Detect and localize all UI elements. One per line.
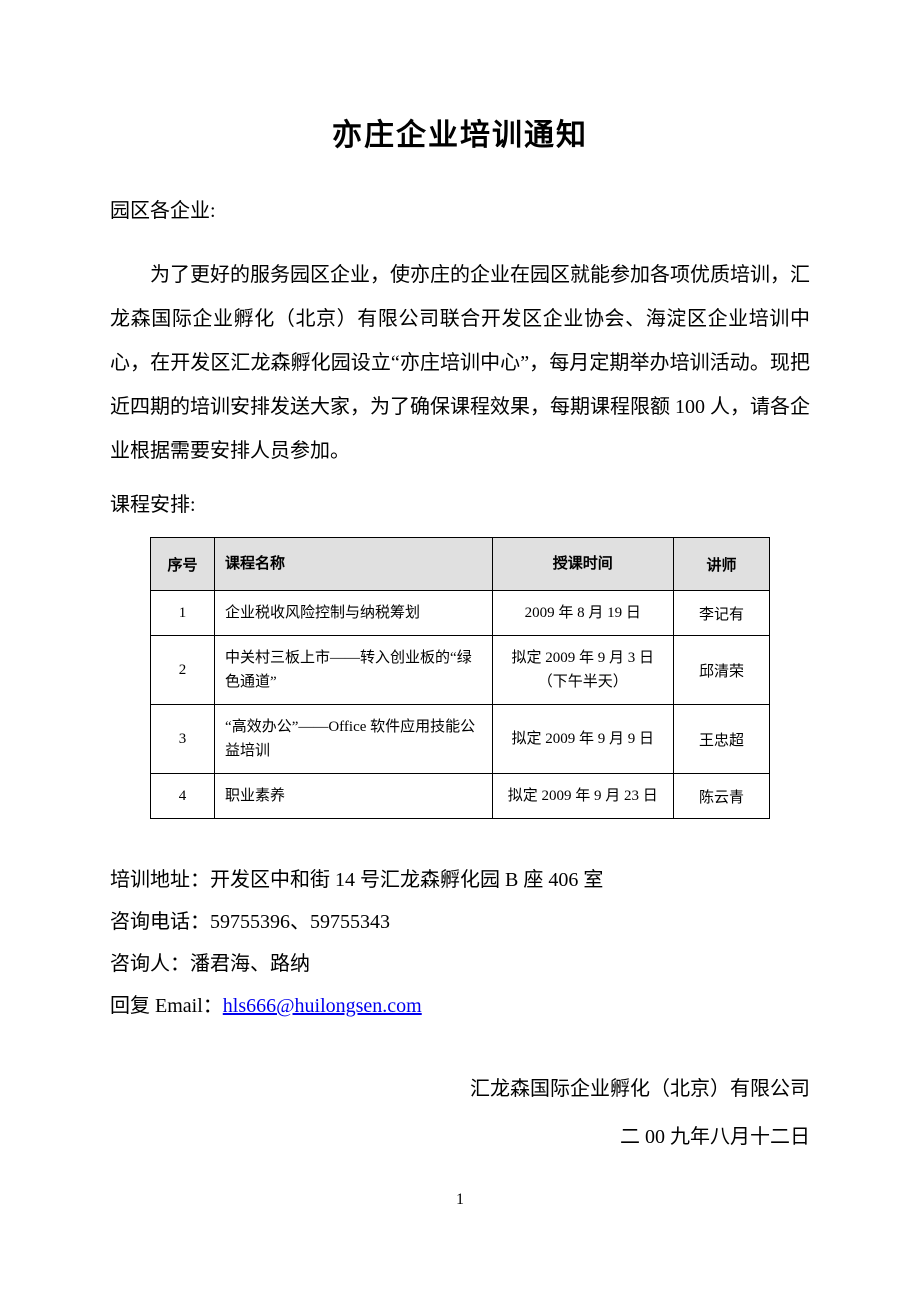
signature-date: 二 00 九年八月十二日 — [110, 1113, 810, 1161]
cell-idx: 3 — [151, 705, 215, 774]
contact-value: 潘君海、路纳 — [190, 953, 310, 975]
schedule-table: 序号 课程名称 授课时间 讲师 1 企业税收风险控制与纳税筹划 2009 年 8… — [150, 537, 770, 819]
page-number: 1 — [110, 1191, 810, 1209]
cell-name: 中关村三板上市——转入创业板的“绿色通道” — [215, 636, 492, 705]
th-teacher: 讲师 — [673, 538, 769, 591]
table-row: 1 企业税收风险控制与纳税筹划 2009 年 8 月 19 日 李记有 — [151, 591, 770, 636]
address-value: 开发区中和街 14 号汇龙森孵化园 B 座 406 室 — [210, 869, 603, 891]
email-label: 回复 Email： — [110, 995, 223, 1017]
cell-teacher: 陈云青 — [673, 774, 769, 819]
contact-label: 咨询人： — [110, 953, 190, 975]
cell-time: 拟定 2009 年 9 月 9 日 — [492, 705, 673, 774]
table-header-row: 序号 课程名称 授课时间 讲师 — [151, 538, 770, 591]
cell-teacher: 李记有 — [673, 591, 769, 636]
cell-teacher: 王忠超 — [673, 705, 769, 774]
cell-name: “高效办公”——Office 软件应用技能公益培训 — [215, 705, 492, 774]
cell-idx: 2 — [151, 636, 215, 705]
schedule-table-wrap: 序号 课程名称 授课时间 讲师 1 企业税收风险控制与纳税筹划 2009 年 8… — [110, 537, 810, 819]
table-row: 4 职业素养 拟定 2009 年 9 月 23 日 陈云青 — [151, 774, 770, 819]
table-row: 2 中关村三板上市——转入创业板的“绿色通道” 拟定 2009 年 9 月 3 … — [151, 636, 770, 705]
phone-line: 咨询电话：59755396、59755343 — [110, 901, 810, 943]
signature-company: 汇龙森国际企业孵化（北京）有限公司 — [110, 1065, 810, 1113]
document-title: 亦庄企业培训通知 — [110, 110, 810, 154]
address-label: 培训地址： — [110, 869, 210, 891]
contact-line: 咨询人：潘君海、路纳 — [110, 943, 810, 985]
phone-value: 59755396、59755343 — [210, 911, 390, 933]
address-line: 培训地址：开发区中和街 14 号汇龙森孵化园 B 座 406 室 — [110, 859, 810, 901]
schedule-label: 课程安排: — [110, 483, 810, 527]
email-line: 回复 Email：hls666@huilongsen.com — [110, 985, 810, 1027]
phone-label: 咨询电话： — [110, 911, 210, 933]
cell-time: 拟定 2009 年 9 月 23 日 — [492, 774, 673, 819]
cell-time: 拟定 2009 年 9 月 3 日（下午半天） — [492, 636, 673, 705]
salutation: 园区各企业: — [110, 194, 810, 223]
th-time: 授课时间 — [492, 538, 673, 591]
cell-idx: 1 — [151, 591, 215, 636]
document-page: 亦庄企业培训通知 园区各企业: 为了更好的服务园区企业，使亦庄的企业在园区就能参… — [0, 0, 920, 1269]
cell-teacher: 邱清荣 — [673, 636, 769, 705]
cell-name: 企业税收风险控制与纳税筹划 — [215, 591, 492, 636]
body-paragraph: 为了更好的服务园区企业，使亦庄的企业在园区就能参加各项优质培训，汇龙森国际企业孵… — [110, 253, 810, 473]
cell-name: 职业素养 — [215, 774, 492, 819]
email-link[interactable]: hls666@huilongsen.com — [223, 995, 422, 1017]
table-row: 3 “高效办公”——Office 软件应用技能公益培训 拟定 2009 年 9 … — [151, 705, 770, 774]
cell-idx: 4 — [151, 774, 215, 819]
cell-time: 2009 年 8 月 19 日 — [492, 591, 673, 636]
signature-block: 汇龙森国际企业孵化（北京）有限公司 二 00 九年八月十二日 — [110, 1065, 810, 1161]
th-name: 课程名称 — [215, 538, 492, 591]
th-idx: 序号 — [151, 538, 215, 591]
